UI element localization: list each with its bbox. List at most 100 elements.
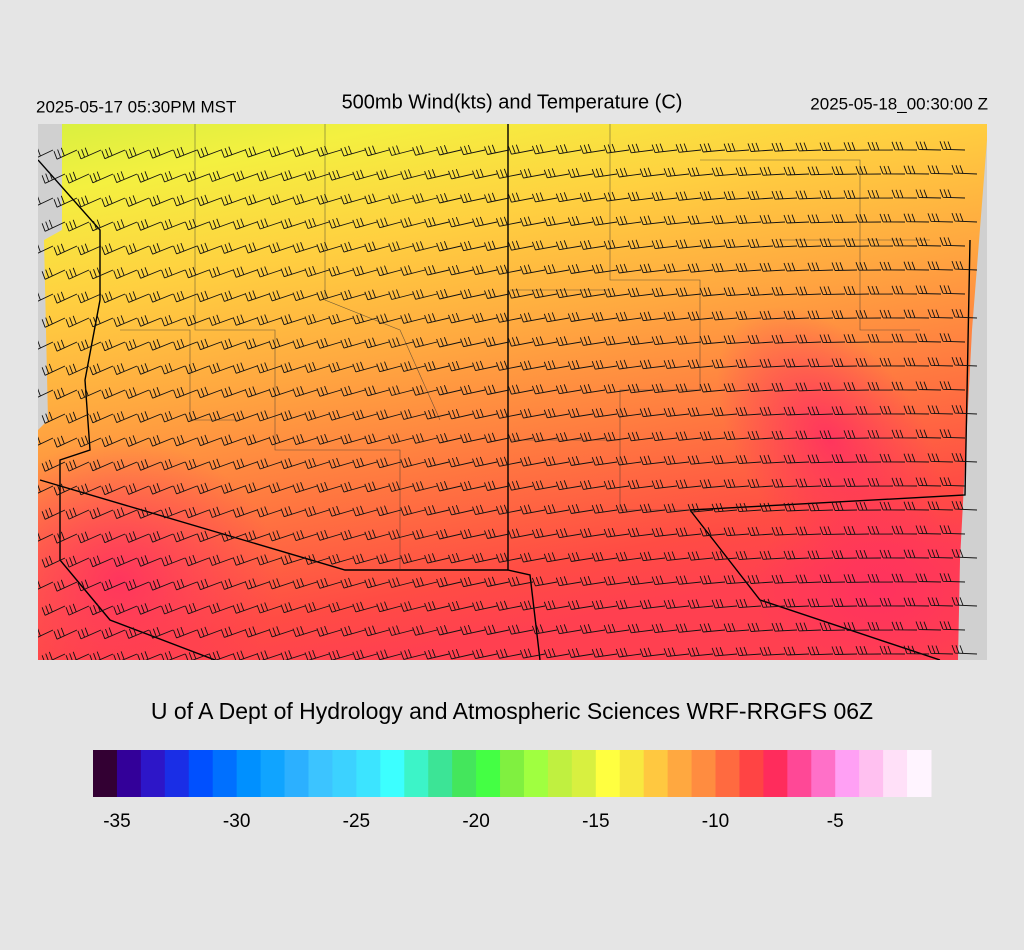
- wind-barb: [783, 502, 810, 512]
- wind-barb: [579, 192, 606, 202]
- wind-barb: [352, 217, 378, 229]
- wind-barb: [149, 339, 174, 351]
- wind-barb: [220, 626, 246, 638]
- wind-barb: [639, 167, 666, 178]
- wind-barb: [232, 362, 258, 374]
- wind-barb: [699, 575, 726, 585]
- colorbar-swatch: [164, 750, 190, 797]
- wind-barb: [939, 477, 966, 487]
- wind-barb: [891, 189, 918, 199]
- wind-barb: [376, 601, 402, 613]
- wind-barb: [639, 599, 666, 610]
- wind-barb: [316, 481, 342, 493]
- wind-barb: [903, 213, 930, 223]
- wind-barb: [65, 267, 90, 280]
- wind-barb: [567, 264, 594, 274]
- wind-barb: [208, 266, 234, 278]
- wind-barb: [795, 526, 822, 536]
- wind-barb: [939, 285, 966, 295]
- wind-barb: [567, 168, 594, 178]
- wind-barb: [424, 553, 450, 564]
- wind-barb: [879, 501, 906, 511]
- wind-barb: [747, 526, 774, 536]
- wind-barb: [759, 406, 786, 416]
- wind-barb: [507, 192, 534, 203]
- wind-barb: [256, 266, 282, 278]
- wind-barb: [304, 505, 330, 517]
- wind-barb: [400, 553, 426, 564]
- wind-barb: [891, 333, 918, 343]
- wind-barb: [77, 339, 102, 352]
- wind-barb: [113, 603, 138, 616]
- wind-barb: [783, 310, 810, 320]
- wind-barb: [639, 551, 666, 562]
- wind-barb: [388, 193, 414, 204]
- wind-barb: [196, 242, 222, 255]
- wind-barb: [819, 622, 846, 632]
- wind-barb: [747, 190, 774, 200]
- wind-barb: [184, 554, 210, 567]
- wind-barb: [603, 527, 630, 538]
- wind-barb: [400, 313, 426, 324]
- wind-barb: [687, 551, 714, 561]
- wind-barb: [65, 171, 90, 184]
- wind-barb: [101, 627, 126, 640]
- wind-barb: [891, 285, 918, 295]
- wind-barb: [304, 265, 330, 277]
- wind-barb: [244, 530, 270, 542]
- wind-barb: [699, 383, 726, 393]
- wind-barb: [89, 363, 114, 376]
- wind-barb: [340, 481, 366, 493]
- wind-barb: [807, 646, 834, 656]
- wind-barb: [125, 147, 150, 159]
- wind-barb: [615, 263, 642, 274]
- wind-barb: [531, 288, 558, 299]
- wind-barb: [711, 263, 738, 273]
- wind-barb: [352, 265, 378, 277]
- wind-barb: [460, 288, 486, 300]
- wind-barb: [460, 240, 486, 252]
- wind-barb: [663, 167, 690, 177]
- wind-barb: [627, 287, 654, 298]
- wind-barb: [268, 434, 294, 446]
- wind-barb: [711, 167, 738, 177]
- wind-barb: [149, 579, 174, 591]
- wind-barb: [161, 362, 186, 375]
- wind-barb: [591, 167, 618, 178]
- wind-barb: [627, 575, 654, 586]
- wind-barb: [196, 434, 222, 447]
- wind-barb: [364, 481, 390, 493]
- wind-barb: [161, 506, 186, 519]
- wind-barb: [615, 647, 642, 658]
- wind-barb: [531, 576, 558, 587]
- wind-barb: [424, 601, 450, 612]
- wind-barb: [735, 214, 762, 225]
- wind-barb: [567, 312, 594, 322]
- wind-barb: [328, 169, 354, 181]
- wind-barb: [819, 574, 846, 584]
- wind-barb: [161, 458, 186, 471]
- wind-barb: [376, 169, 402, 181]
- wind-barb: [472, 552, 498, 564]
- wind-barb: [699, 191, 726, 201]
- wind-barb: [927, 549, 954, 559]
- wind-barb: [292, 434, 318, 446]
- wind-barb: [232, 314, 258, 326]
- wind-barb: [831, 358, 858, 367]
- wind-barb: [831, 166, 858, 175]
- wind-barb: [472, 216, 498, 228]
- wind-barb: [220, 146, 246, 158]
- wind-barb: [400, 265, 426, 276]
- wind-barb: [328, 457, 354, 469]
- wind-barb: [149, 147, 174, 159]
- wind-barb: [65, 219, 90, 232]
- wind-barb: [579, 384, 606, 394]
- wind-barb: [232, 602, 258, 614]
- wind-barb: [77, 627, 102, 640]
- wind-barb: [735, 502, 762, 513]
- wind-barb: [891, 381, 918, 391]
- wind-barb: [268, 242, 294, 254]
- wind-barb: [495, 456, 522, 467]
- wind-barb: [316, 289, 342, 301]
- wind-barb: [723, 190, 750, 201]
